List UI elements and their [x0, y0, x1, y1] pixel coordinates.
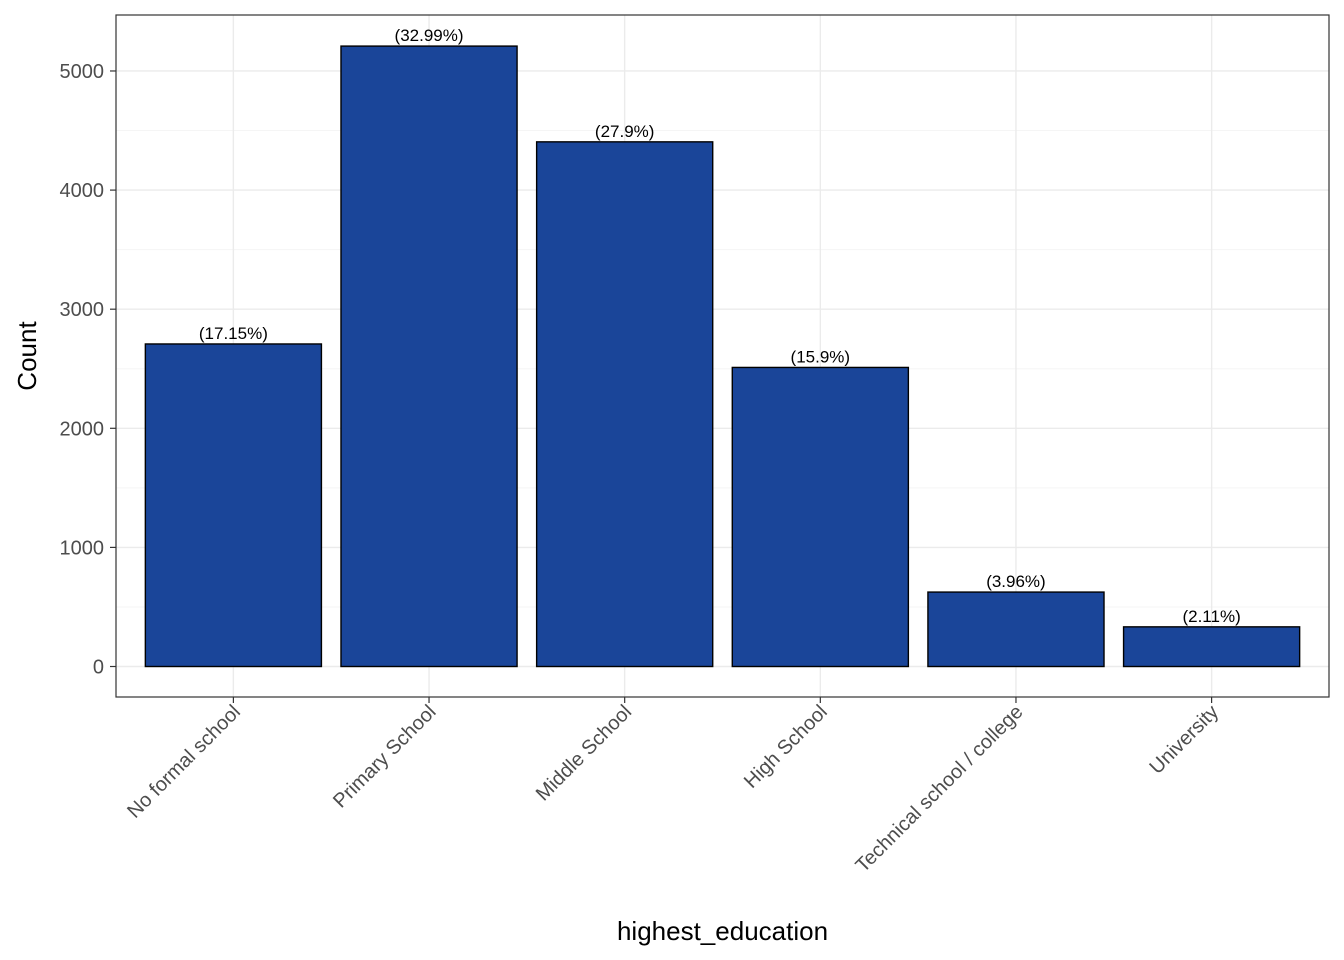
bar: [340, 45, 518, 668]
bar: [144, 343, 323, 668]
bar: [1122, 626, 1301, 668]
y-axis-title: Count: [12, 321, 42, 391]
bars: [144, 45, 1301, 668]
panel-border: [115, 14, 1330, 698]
x-axis-title: highest_education: [617, 916, 828, 946]
bar-data-label: (17.15%): [199, 324, 268, 343]
bar-data-label: (2.11%): [1182, 607, 1240, 626]
bar: [535, 141, 714, 668]
y-tick-label: 4000: [60, 180, 105, 202]
bar: [731, 366, 910, 668]
y-tick-label: 3000: [60, 299, 105, 321]
bar-data-label: (27.9%): [595, 122, 655, 141]
y-tick-label: 1000: [60, 537, 105, 559]
bar-data-labels: (17.15%) (32.99%) (27.9%) (15.9%) (3.96%) (2.…: [199, 26, 1241, 626]
bar-data-label: (32.99%): [395, 26, 464, 45]
y-axis: 0 1000 2000 3000 4000 5000: [60, 61, 116, 679]
bar-data-label: (15.9%): [791, 347, 851, 366]
y-tick-label: 0: [93, 657, 104, 679]
y-tick-label: 5000: [60, 61, 105, 83]
bar: [927, 591, 1105, 668]
y-tick-label: 2000: [60, 418, 105, 440]
bar-data-label: (3.96%): [986, 572, 1046, 591]
